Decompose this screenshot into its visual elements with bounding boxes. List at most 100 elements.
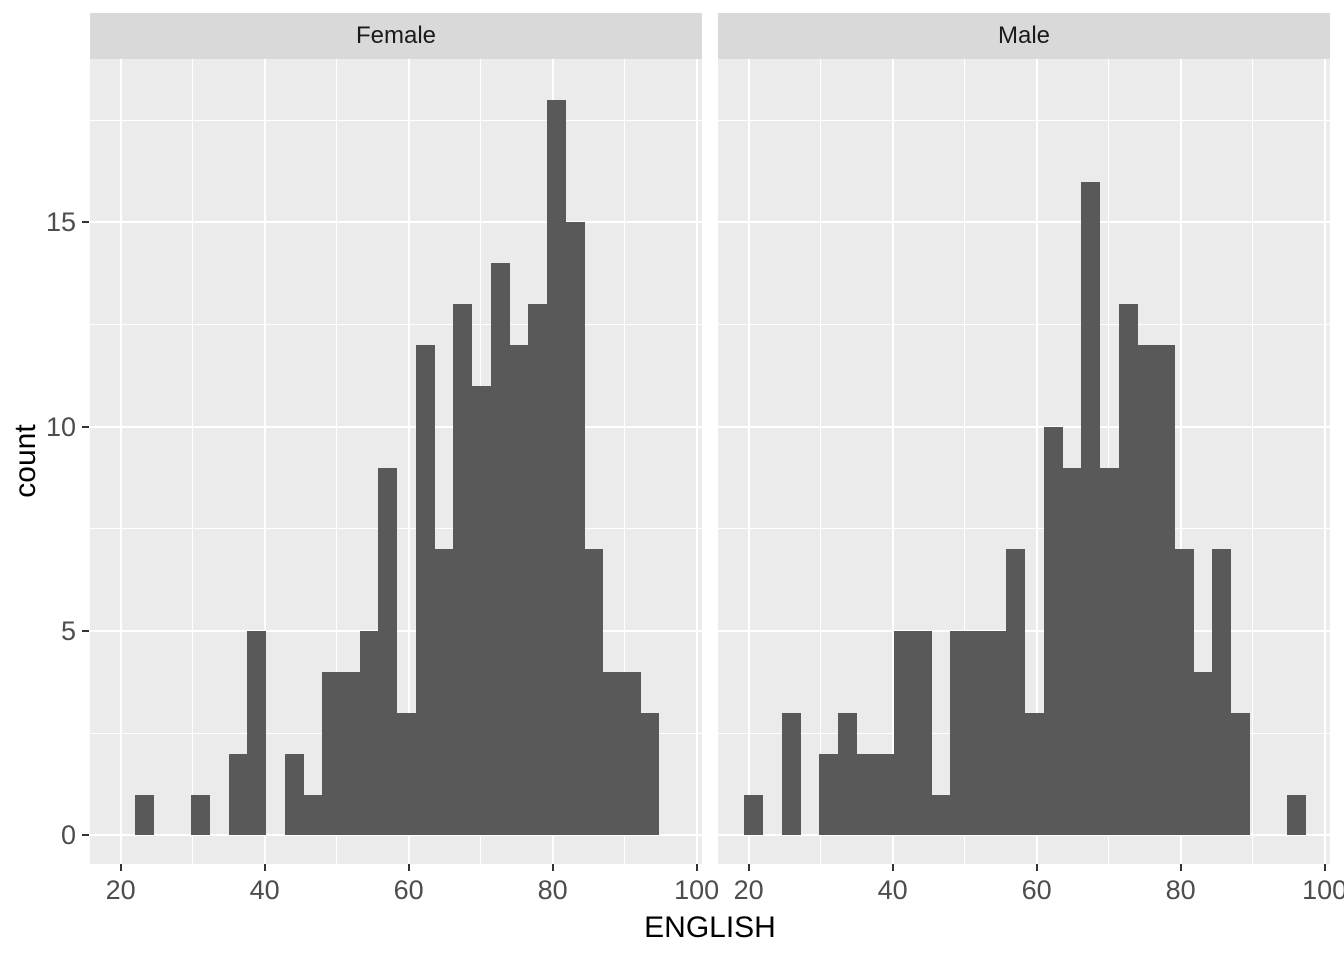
x-tick-label: 40 [877, 875, 908, 905]
histogram-bar [1043, 426, 1063, 836]
gridline-major-vertical [891, 59, 894, 864]
gridline-minor-vertical [624, 59, 626, 864]
histogram-bar [1212, 549, 1232, 836]
x-tick-label: 60 [1021, 875, 1052, 905]
panel-male [718, 59, 1330, 864]
y-tick-mark [82, 834, 89, 837]
x-tick-mark [1323, 864, 1326, 871]
histogram-bar [856, 753, 876, 836]
gridline-major-horizontal [90, 834, 702, 837]
gridline-major-vertical [747, 59, 750, 864]
panel-female [90, 59, 702, 864]
histogram-bar [1231, 712, 1251, 836]
histogram-bar [490, 263, 510, 836]
histogram-bar [968, 631, 988, 836]
x-tick-label: 80 [537, 875, 568, 905]
histogram-bar [1174, 549, 1194, 836]
facet-strip-female: Female [90, 13, 702, 59]
histogram-bar [584, 549, 604, 836]
histogram-bar [931, 794, 951, 836]
x-tick-label: 80 [1165, 875, 1196, 905]
gridline-major-horizontal [718, 834, 1330, 837]
histogram-bar [378, 467, 398, 836]
histogram-bar [819, 753, 839, 836]
histogram-bar [340, 671, 360, 836]
x-tick-mark [695, 864, 698, 871]
histogram-bar [1193, 671, 1213, 836]
gridline-major-vertical [407, 59, 410, 864]
y-tick-label: 10 [45, 411, 76, 442]
gridline-minor-vertical [336, 59, 338, 864]
x-tick-mark [407, 864, 410, 871]
histogram-bar [744, 794, 764, 836]
x-tick-label: 100 [674, 875, 720, 905]
histogram-bar [640, 712, 660, 836]
histogram-bar [894, 631, 914, 836]
gridline-minor-vertical [1108, 59, 1110, 864]
y-tick-mark [82, 425, 89, 428]
histogram-bar [1025, 712, 1045, 836]
histogram-bar [322, 671, 342, 836]
x-tick-label: 20 [105, 875, 136, 905]
histogram-bar [837, 712, 857, 836]
x-axis-title: ENGLISH [644, 911, 776, 944]
histogram-bar [1156, 345, 1176, 836]
facet-strip-label: Male [997, 22, 1051, 49]
x-tick-mark [747, 864, 750, 871]
histogram-bar [950, 631, 970, 836]
histogram-bar [397, 712, 417, 836]
gridline-major-vertical [1323, 59, 1326, 864]
histogram-bar [303, 794, 323, 836]
x-tick-label: 60 [393, 875, 424, 905]
x-tick-mark [263, 864, 266, 871]
histogram-bar [565, 222, 585, 836]
histogram-bar [621, 671, 641, 836]
histogram-bar [875, 753, 895, 836]
gridline-minor-horizontal [90, 119, 702, 121]
histogram-bar [987, 631, 1007, 836]
histogram-bar [1118, 304, 1138, 836]
gridline-minor-vertical [820, 59, 822, 864]
gridline-minor-vertical [964, 59, 966, 864]
gridline-major-horizontal [718, 221, 1330, 224]
histogram-bar [1062, 467, 1082, 836]
histogram-bar [453, 304, 473, 836]
gridline-major-horizontal [718, 425, 1330, 428]
histogram-bar [359, 631, 379, 836]
histogram-bar [284, 753, 304, 836]
y-axis-title: count [9, 424, 42, 498]
gridline-minor-horizontal [718, 528, 1330, 530]
y-tick-label: 15 [45, 207, 76, 238]
gridline-major-horizontal [90, 221, 702, 224]
gridline-minor-vertical [192, 59, 194, 864]
histogram-bar [912, 631, 932, 836]
x-tick-mark [1179, 864, 1182, 871]
gridline-minor-vertical [1252, 59, 1254, 864]
histogram-bar [471, 385, 491, 836]
facet-strip-male: Male [718, 13, 1330, 59]
histogram-bar [415, 345, 435, 836]
histogram-bar [135, 794, 155, 836]
x-tick-mark [551, 864, 554, 871]
histogram-bar [1287, 794, 1307, 836]
gridline-minor-horizontal [718, 119, 1330, 121]
gridline-major-vertical [1035, 59, 1038, 864]
histogram-bar [509, 345, 529, 836]
histogram-bar [1081, 181, 1101, 836]
facet-strip-label: Female [355, 22, 437, 49]
histogram-bar [247, 631, 267, 836]
x-tick-mark [891, 864, 894, 871]
x-tick-label: 20 [733, 875, 764, 905]
gridline-major-vertical [695, 59, 698, 864]
x-tick-mark [1035, 864, 1038, 871]
histogram-bar [1137, 345, 1157, 836]
histogram-bar [228, 753, 248, 836]
gridline-major-vertical [263, 59, 266, 864]
histogram-bar [546, 99, 566, 836]
y-tick-label: 0 [60, 820, 76, 851]
gridline-major-vertical [119, 59, 122, 864]
y-tick-label: 5 [60, 616, 76, 647]
y-tick-mark [82, 630, 89, 633]
histogram-bar [191, 794, 211, 836]
